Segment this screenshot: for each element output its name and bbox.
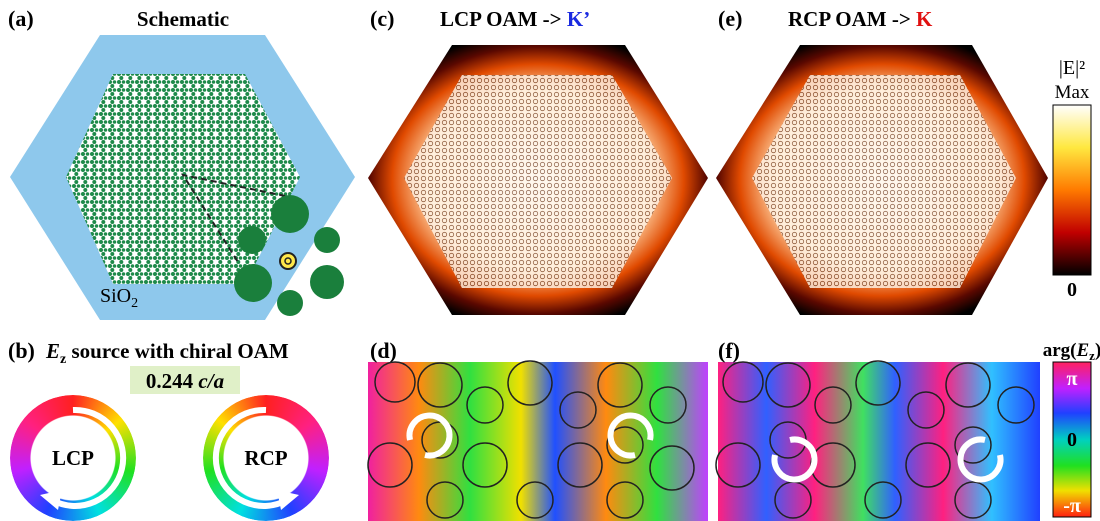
shape <box>954 481 992 519</box>
flow-arrow <box>771 436 818 483</box>
shape: arg( <box>1043 340 1077 361</box>
source <box>284 257 292 265</box>
colorbar-title: |E|² <box>1059 57 1085 79</box>
colorbar-label: 0 <box>1067 279 1077 301</box>
shape <box>516 481 554 519</box>
substrate-label: SiO2 <box>100 285 138 311</box>
shape <box>367 442 413 488</box>
shape <box>715 442 761 488</box>
shape <box>814 386 852 424</box>
shape <box>462 442 508 488</box>
panel-label: (b) <box>8 338 35 363</box>
frequency: 0.244 c/a <box>146 369 224 393</box>
shape <box>864 481 902 519</box>
shape <box>907 391 945 429</box>
shape: c/a <box>198 369 224 393</box>
shape <box>557 442 603 488</box>
shape <box>606 426 644 464</box>
ring-label: RCP <box>244 446 287 470</box>
colorbar-title: arg(Ez) <box>1043 340 1100 363</box>
panel-title: LCP OAM -> K’ <box>440 7 590 31</box>
oam-arrow <box>212 406 289 509</box>
panel-label: (a) <box>8 6 34 31</box>
colorbar <box>1052 361 1092 518</box>
panel-title: Schematic <box>137 7 229 31</box>
flow-arrow <box>607 412 654 459</box>
shape <box>314 227 340 253</box>
panel-title: RCP OAM -> K <box>788 7 933 31</box>
oam-arrow <box>277 490 299 510</box>
shape <box>905 442 951 488</box>
rod-outlines <box>715 360 1035 519</box>
shape: 2 <box>131 296 138 311</box>
unit-cell <box>234 195 344 316</box>
shape <box>597 362 643 408</box>
shape <box>310 265 344 299</box>
shape: 0.244 <box>146 369 194 393</box>
shape <box>559 391 597 429</box>
shape <box>507 360 553 406</box>
panel-label: (e) <box>718 6 742 31</box>
oam-arrow <box>50 406 127 509</box>
panel-title: Ez source with chiral OAM <box>45 339 289 367</box>
panel-label: (d) <box>370 338 397 363</box>
flow-arrow <box>406 412 453 459</box>
panel-label: (f) <box>718 338 740 363</box>
shape <box>203 395 329 521</box>
shape <box>238 226 266 254</box>
phase-map <box>368 362 708 521</box>
shape <box>374 361 416 403</box>
shape <box>722 361 764 403</box>
field-map <box>404 75 672 288</box>
rcp-ring <box>203 395 329 521</box>
shape: ) <box>1095 340 1100 361</box>
shape: E <box>1075 340 1089 361</box>
panel-label: (c) <box>370 6 394 31</box>
shape <box>649 445 695 491</box>
shape <box>765 362 811 408</box>
shape: z <box>60 352 66 367</box>
shape <box>271 195 309 233</box>
shape <box>277 290 303 316</box>
field-map <box>752 75 1016 288</box>
shape: SiO <box>100 285 131 307</box>
shape: LCP OAM -> <box>440 7 567 31</box>
source <box>279 252 297 270</box>
shape <box>10 395 136 521</box>
colorbar-label: 0 <box>1067 429 1077 451</box>
shape: RCP OAM -> <box>788 7 916 31</box>
colorbar <box>1052 104 1092 276</box>
frequency-box <box>130 366 240 394</box>
shape <box>649 386 687 424</box>
shape <box>426 481 464 519</box>
shape <box>417 362 463 408</box>
shape <box>466 386 504 424</box>
shape: source with chiral OAM <box>66 339 289 363</box>
shape: E <box>45 339 60 363</box>
colorbar-label: π <box>1067 368 1078 390</box>
colorbar-label: -π <box>1063 495 1081 517</box>
shape <box>945 362 991 408</box>
flow-arrow <box>957 436 1004 483</box>
phase-map <box>718 362 1040 521</box>
shape <box>606 481 644 519</box>
shape <box>234 264 272 302</box>
ring-label: LCP <box>52 446 94 470</box>
oam-arrow <box>40 490 62 510</box>
shape: K’ <box>567 7 590 31</box>
shape: K <box>916 7 933 31</box>
shape <box>954 426 992 464</box>
colorbar-label: Max <box>1055 82 1090 103</box>
lcp-ring <box>10 395 136 521</box>
shape: z <box>1089 348 1095 363</box>
unit-cell-outline <box>180 173 296 263</box>
shape <box>997 386 1035 424</box>
shape <box>855 360 901 406</box>
